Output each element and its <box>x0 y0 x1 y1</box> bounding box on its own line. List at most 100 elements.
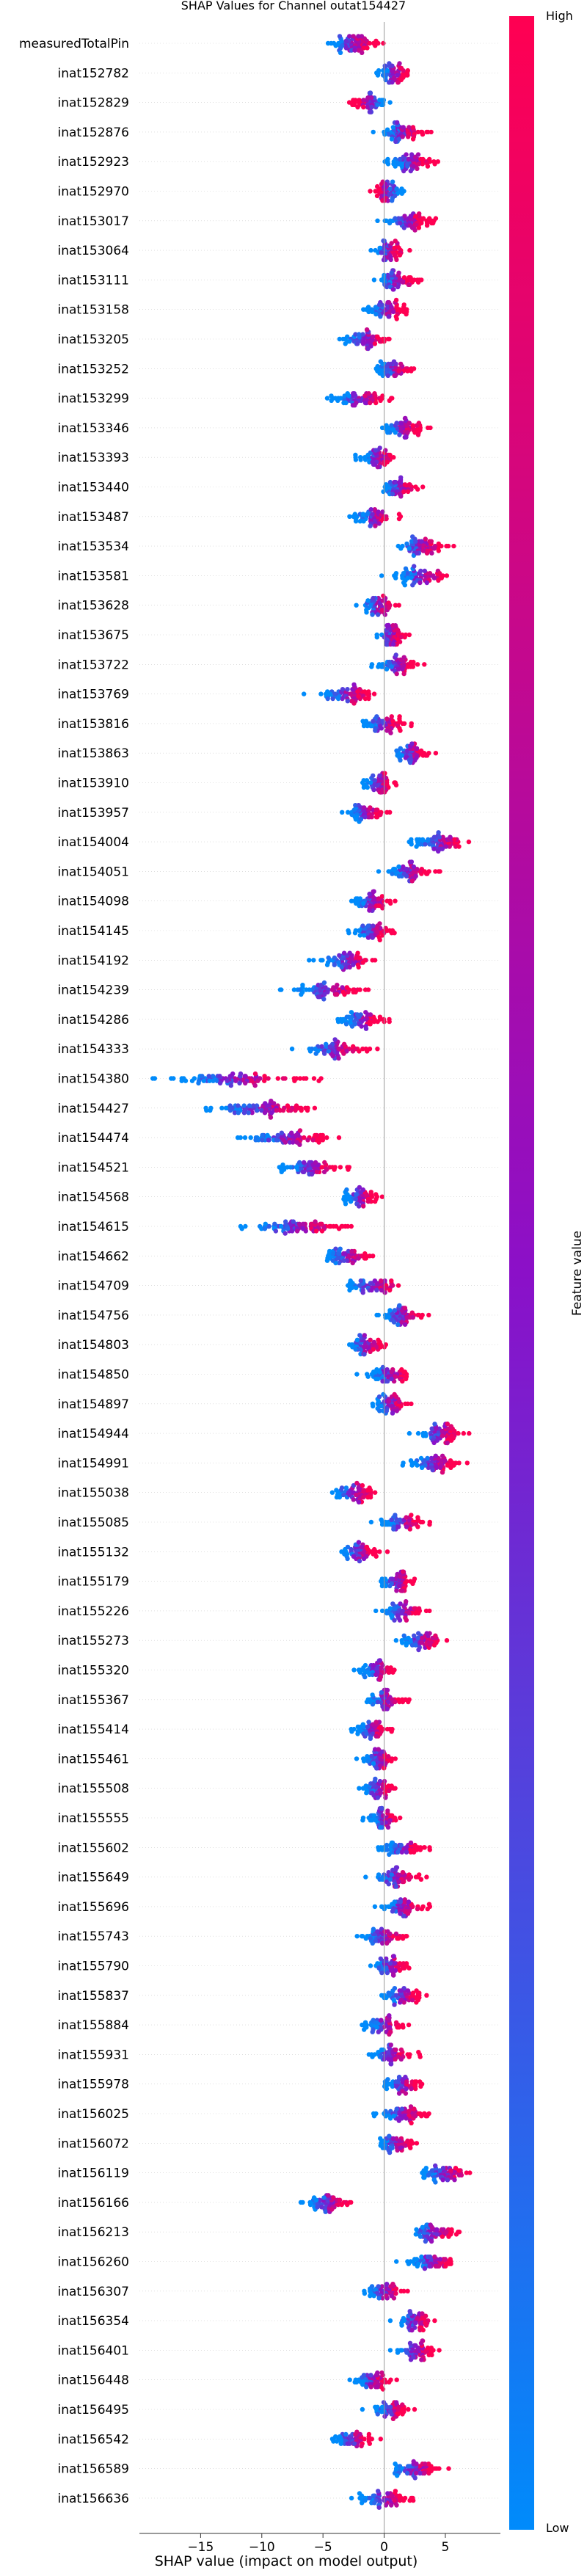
shap-point <box>336 1047 342 1052</box>
shap-point <box>360 332 365 337</box>
shap-point <box>360 2022 365 2028</box>
shap-point <box>389 1613 394 1618</box>
shap-point <box>371 1551 376 1557</box>
shap-point <box>389 664 394 669</box>
shap-point <box>347 34 352 39</box>
shap-point <box>423 2238 429 2244</box>
shap-point <box>415 1635 420 1641</box>
shap-point <box>449 1438 454 1443</box>
shap-point <box>285 1226 291 1231</box>
shap-point <box>341 1492 346 1498</box>
shap-point <box>377 790 382 795</box>
feature-label: inat153017 <box>58 214 129 229</box>
shap-point <box>414 2227 419 2233</box>
feature-label: inat155367 <box>58 1693 129 1708</box>
shap-point <box>415 166 420 171</box>
shap-point <box>353 1347 358 1352</box>
shap-point <box>419 2357 424 2362</box>
shap-point <box>418 1877 424 1882</box>
shap-point <box>396 216 401 221</box>
shap-point <box>369 1194 375 1199</box>
chart-title: SHAP Values for Channel outat154427 <box>181 0 406 12</box>
shap-point <box>353 817 359 822</box>
shap-point <box>389 2412 394 2417</box>
shap-point <box>360 1047 365 1052</box>
shap-point <box>356 34 361 39</box>
shap-point <box>398 1601 403 1607</box>
shap-point <box>332 962 337 967</box>
shap-point <box>377 245 382 251</box>
shap-point <box>410 137 416 142</box>
shap-point <box>413 2321 418 2326</box>
shap-point <box>390 1813 395 1818</box>
feature-label: inat154192 <box>58 953 129 968</box>
shap-point <box>379 1522 385 1527</box>
shap-point <box>429 2346 434 2351</box>
shap-point <box>356 1256 361 1261</box>
shap-point <box>319 1165 325 1170</box>
shap-point <box>406 1430 412 1436</box>
shap-point <box>420 131 426 137</box>
shap-point <box>313 1051 318 1056</box>
shap-point <box>448 2175 453 2180</box>
shap-point <box>357 1786 362 1791</box>
shap-point <box>382 1278 387 1284</box>
shap-point <box>338 1246 343 1251</box>
feature-label: inat154850 <box>58 1368 129 1383</box>
shap-point <box>400 2089 405 2094</box>
shap-point <box>381 1726 386 1732</box>
shap-point <box>398 728 403 733</box>
shap-point <box>321 2195 327 2200</box>
shap-point <box>420 1635 425 1641</box>
feature-label: inat155085 <box>58 1516 129 1530</box>
shap-point <box>403 566 409 571</box>
shap-point <box>412 1576 418 1582</box>
shap-point <box>311 1076 317 1081</box>
shap-point <box>343 1201 349 1207</box>
shap-point <box>368 1736 373 1742</box>
shap-point <box>262 1074 267 1079</box>
shap-point <box>362 2291 368 2296</box>
shap-point <box>442 1458 448 1463</box>
shap-point <box>374 1287 379 1293</box>
shap-point <box>416 1312 422 1318</box>
shap-point <box>374 1766 379 1771</box>
shap-point <box>396 270 401 275</box>
shap-point <box>278 1223 284 1229</box>
shap-point <box>406 2054 412 2059</box>
feature-label: inat155696 <box>58 1900 129 1915</box>
shap-point <box>373 896 378 901</box>
shap-point <box>431 575 437 581</box>
shap-point <box>423 1433 429 1438</box>
shap-point <box>398 77 404 83</box>
shap-point <box>384 1726 390 1732</box>
shap-point <box>405 68 410 73</box>
shap-point <box>359 1024 364 1029</box>
shap-point <box>394 748 399 754</box>
shap-point <box>384 641 389 647</box>
shap-point <box>385 430 390 435</box>
shap-point <box>324 1135 329 1140</box>
feature-label: inat154286 <box>58 1013 129 1027</box>
shap-point <box>236 1110 241 1116</box>
shap-point <box>376 1394 382 1400</box>
shap-point <box>353 457 359 462</box>
shap-point <box>399 2348 404 2353</box>
shap-point <box>401 2288 406 2293</box>
shap-point <box>348 1198 354 1204</box>
shap-point <box>387 1583 393 1589</box>
shap-point <box>417 211 422 217</box>
shap-point <box>332 396 338 401</box>
shap-point <box>371 923 376 928</box>
shap-point <box>410 1314 415 1320</box>
shap-point <box>395 2412 401 2417</box>
shap-point <box>405 1401 410 1407</box>
shap-point <box>415 867 420 872</box>
shap-point <box>420 161 426 167</box>
shap-point <box>425 1906 430 1912</box>
shap-point <box>396 603 401 608</box>
shap-point <box>204 1107 209 1113</box>
shap-point <box>358 817 364 822</box>
shap-point <box>392 252 397 258</box>
shap-point <box>410 423 415 428</box>
